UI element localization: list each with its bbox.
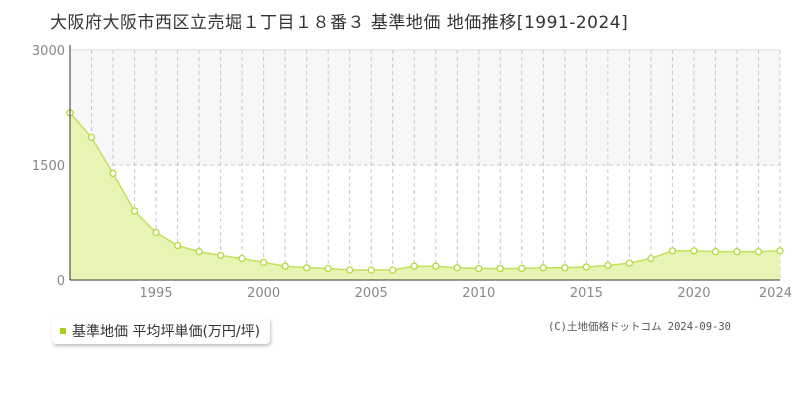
data-point (238, 254, 246, 263)
data-point (281, 262, 289, 270)
data-point (475, 264, 483, 273)
data-point (647, 254, 655, 263)
y-tick-label: 1500 (32, 159, 65, 174)
data-point (776, 247, 784, 255)
legend-swatch (60, 328, 66, 334)
x-tick-label: 2015 (570, 286, 603, 301)
data-point (496, 264, 504, 273)
data-point (432, 262, 440, 270)
data-point (259, 258, 268, 267)
copyright-text: (C)土地価格ドットコム 2024-09-30 (548, 321, 732, 333)
y-tick-labels: 0 1500 3000 (32, 44, 65, 289)
data-point (625, 259, 634, 267)
x-tick-labels: 1995 2000 2005 2010 2015 2020 2024 (140, 286, 792, 301)
x-tick-label: 2010 (462, 286, 495, 301)
data-point (389, 266, 397, 274)
data-point (582, 263, 591, 271)
data-point (733, 247, 741, 256)
data-point (410, 262, 418, 270)
data-point (216, 251, 225, 260)
data-point (539, 264, 547, 272)
area-fill (70, 112, 780, 281)
data-points (66, 109, 784, 274)
data-point (668, 247, 677, 255)
data-point (346, 266, 354, 274)
data-point (690, 247, 698, 255)
data-point (561, 264, 569, 272)
data-point (518, 264, 526, 273)
data-point (87, 133, 96, 142)
data-point (303, 264, 311, 272)
x-tick-label: 2020 (677, 286, 710, 301)
x-tick-label: 2024 (759, 286, 792, 301)
x-tick-label: 2000 (247, 286, 280, 301)
data-point (367, 266, 375, 274)
y-tick-label: 3000 (32, 44, 65, 59)
data-point (604, 261, 612, 270)
data-point (109, 169, 117, 178)
data-point (195, 247, 203, 256)
series-line (69, 112, 781, 271)
y-tick-label: 0 (57, 274, 65, 289)
legend-label: 基準地価 平均坪単価(万円/坪) (72, 324, 261, 340)
legend: 基準地価 平均坪単価(万円/坪) (52, 318, 271, 344)
data-point (173, 241, 182, 250)
data-point (453, 264, 461, 272)
upper-band (70, 50, 780, 165)
data-point (754, 247, 763, 256)
data-point (130, 207, 139, 215)
x-tick-label: 1995 (140, 286, 173, 301)
chart-title: 大阪府大阪市西区立売堀１丁目１８番３ 基準地価 地価推移[1991-2024] (50, 13, 629, 33)
data-point (324, 264, 332, 273)
data-point (711, 247, 720, 256)
data-point (152, 228, 160, 237)
x-tick-label: 2005 (355, 286, 388, 301)
